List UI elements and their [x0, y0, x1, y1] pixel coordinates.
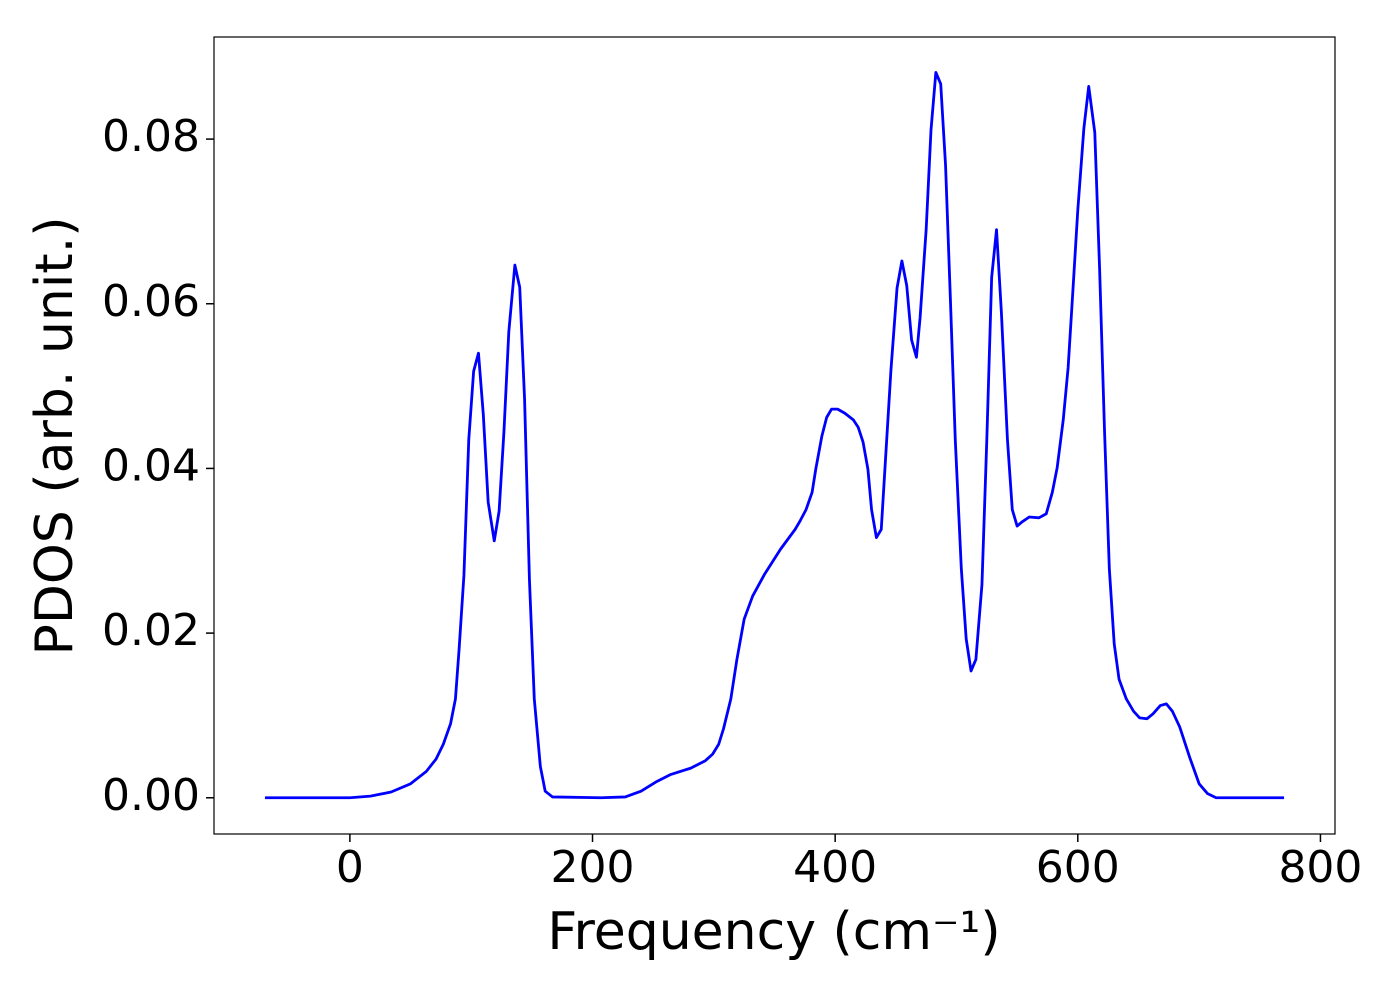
y-axis-label: PDOS (arb. unit.) [25, 216, 85, 655]
y-tick-label: 0.08 [102, 111, 200, 162]
y-tick-label: 0.04 [102, 440, 200, 491]
plot-frame [213, 36, 1336, 835]
y-tick-label: 0.02 [102, 605, 200, 656]
x-tick-label: 0 [336, 842, 364, 893]
y-tick-label: 0.00 [102, 770, 200, 821]
y-tick-label: 0.06 [102, 276, 200, 327]
x-axis-label: Frequency (cm⁻¹) [547, 902, 1000, 962]
x-tick-label: 400 [793, 842, 877, 893]
x-tick-label: 600 [1036, 842, 1120, 893]
x-tick-label: 800 [1278, 842, 1362, 893]
data-line [264, 71, 1285, 800]
x-tick-label: 200 [551, 842, 635, 893]
